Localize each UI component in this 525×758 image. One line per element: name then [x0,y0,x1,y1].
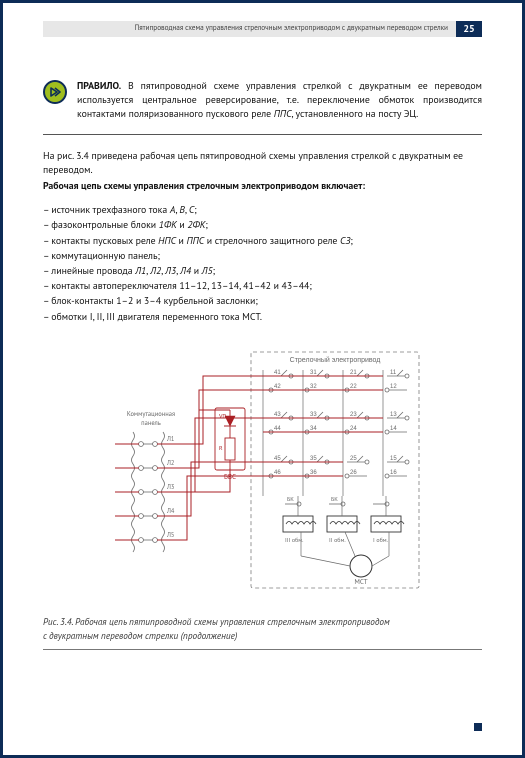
list-item: – линейные провода Л1, Л2, Л3, Л4 и Л5; [43,264,482,279]
svg-text:35: 35 [310,456,317,462]
svg-text:13: 13 [390,412,397,418]
list-item: – источник трехфазного тока A, B, C; [43,203,482,218]
svg-text:43: 43 [274,412,281,418]
svg-text:панель: панель [141,418,161,427]
svg-text:Л5: Л5 [166,531,174,539]
page-header: Пятипроводная схема управления стрелочны… [43,21,482,37]
svg-text:Л4: Л4 [166,507,175,515]
svg-text:Л1: Л1 [166,435,174,443]
figure-3-4: Стрелочный электропривод 41 31 21 11 42 32 22 12… [43,346,482,598]
svg-text:33: 33 [310,412,317,418]
list-item: – блок-контакты 1–2 и 3–4 курбельной зас… [43,294,482,309]
svg-text:12: 12 [390,384,397,390]
list-item: – коммутационную панель; [43,249,482,264]
svg-text:14: 14 [390,426,397,432]
svg-text:41: 41 [274,370,281,376]
intro-para-1: На рис. 3.4 приведена рабочая цепь пятип… [43,149,482,177]
svg-text:II обм.: II обм. [329,536,346,544]
svg-text:21: 21 [350,370,357,376]
svg-text:32: 32 [310,384,317,390]
list-item: – фазоконтрольные блоки 1ФК и 2ФК; [43,218,482,233]
list-item: – контакты пусковых реле НПС и ППС и стр… [43,234,482,249]
svg-text:15: 15 [390,456,397,462]
header-title: Пятипроводная схема управления стрелочны… [43,21,456,37]
svg-text:11: 11 [390,370,397,376]
svg-text:VD: VD [218,412,226,420]
svg-text:Стрелочный электропривод: Стрелочный электропривод [289,356,380,364]
svg-text:I обм.: I обм. [373,536,388,544]
svg-text:22: 22 [350,384,357,390]
list-item: – обмотки I, II, III двигателя переменно… [43,310,482,325]
svg-text:26: 26 [350,470,357,476]
svg-text:31: 31 [310,370,317,376]
svg-text:46: 46 [274,470,281,476]
svg-text:Л2: Л2 [166,459,174,467]
svg-text:44: 44 [274,426,281,432]
svg-text:Коммутационная: Коммутационная [126,409,174,418]
svg-text:25: 25 [350,456,357,462]
footer-mark-icon [474,723,482,731]
rule-block: ПРАВИЛО. В пятипроводной схеме управлени… [43,79,482,135]
svg-text:24: 24 [350,426,357,432]
svg-text:БК: БК [287,495,294,503]
svg-text:23: 23 [350,412,357,418]
svg-text:42: 42 [274,384,281,390]
svg-text:МСТ: МСТ [354,577,367,586]
svg-text:34: 34 [310,426,317,432]
svg-text:36: 36 [310,470,317,476]
svg-text:БК: БК [331,495,338,503]
rule-text: ПРАВИЛО. В пятипроводной схеме управлени… [77,79,482,122]
page-number: 25 [456,21,482,37]
figure-caption: Рис. 3.4. Рабочая цепь пятипроводной схе… [43,616,482,650]
svg-text:45: 45 [274,456,281,462]
svg-text:Л3: Л3 [166,483,174,491]
list-item: – контакты автопереключателя 11–12, 13–1… [43,279,482,294]
intro-para-2: Рабочая цепь схемы управления стрелочным… [43,179,482,193]
svg-text:R: R [219,444,223,452]
rule-icon [43,80,67,104]
bullet-list: – источник трехфазного тока A, B, C;– фа… [43,203,482,324]
svg-text:16: 16 [390,470,397,476]
